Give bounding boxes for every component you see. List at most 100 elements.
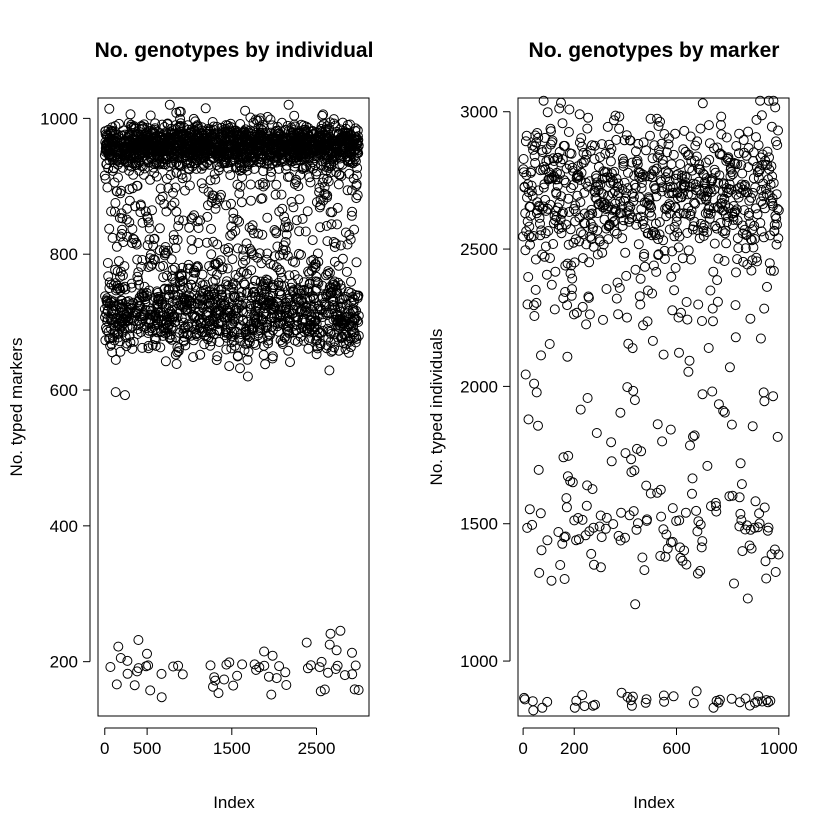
data-point [202, 211, 213, 222]
data-point [757, 696, 768, 707]
data-point [159, 122, 170, 132]
data-point [569, 309, 579, 320]
data-point [667, 536, 678, 547]
data-point [260, 179, 271, 190]
data-point [570, 234, 581, 245]
data-point [209, 329, 220, 340]
data-point [558, 293, 569, 304]
data-point [234, 216, 245, 227]
data-point [119, 261, 130, 272]
data-point [762, 160, 773, 170]
data-point [317, 110, 328, 121]
data-point [625, 202, 636, 213]
data-point [747, 421, 758, 432]
data-point [178, 275, 189, 286]
data-point [584, 257, 595, 268]
data-point [336, 171, 347, 181]
data-point [271, 179, 282, 190]
data-point [133, 663, 144, 674]
data-point [731, 141, 742, 151]
data-point [183, 282, 194, 293]
data-point [696, 194, 707, 205]
data-point [569, 257, 580, 268]
data-point [226, 198, 236, 209]
data-point [280, 667, 291, 678]
data-point [154, 223, 165, 234]
data-point [719, 256, 730, 266]
data-point [293, 181, 304, 192]
data-point [333, 179, 344, 190]
data-point [645, 130, 655, 141]
data-point [618, 161, 629, 172]
data-point [768, 178, 779, 188]
data-point [167, 264, 178, 275]
y-tick-label: 1500 [460, 515, 498, 534]
data-point [312, 248, 323, 259]
data-point [642, 514, 652, 525]
data-point [135, 207, 146, 218]
data-point [528, 300, 539, 311]
data-point [543, 226, 554, 236]
data-point [103, 271, 114, 282]
data-point [652, 419, 663, 430]
data-point [631, 156, 642, 167]
data-point [281, 229, 292, 240]
data-point [179, 282, 189, 293]
data-point [144, 223, 155, 234]
data-point [173, 660, 184, 671]
data-point [689, 430, 700, 441]
data-point [714, 203, 725, 214]
data-point [242, 371, 253, 382]
data-point [176, 169, 187, 180]
data-point [148, 240, 159, 251]
data-point [266, 689, 277, 700]
data-point [347, 647, 357, 658]
data-point [569, 702, 580, 713]
x-tick-label: 200 [560, 739, 588, 758]
data-point [142, 240, 153, 251]
data-point [627, 343, 638, 354]
data-point [771, 189, 782, 200]
data-point [663, 139, 674, 150]
data-point [611, 293, 622, 304]
data-point [669, 285, 680, 296]
data-point [613, 309, 624, 320]
data-point [619, 135, 630, 146]
data-point [649, 166, 660, 177]
y-tick-label: 3000 [460, 103, 498, 122]
data-point [667, 305, 678, 316]
data-point [635, 299, 646, 310]
data-point [276, 189, 287, 200]
data-point [319, 684, 330, 695]
data-point [281, 680, 292, 690]
data-point [540, 164, 551, 175]
data-point [351, 170, 362, 181]
data-point [165, 170, 176, 181]
data-point [345, 234, 356, 245]
data-point [195, 349, 206, 360]
data-point [133, 267, 144, 278]
data-point [323, 176, 334, 187]
data-point [557, 154, 568, 165]
data-point [746, 543, 757, 554]
data-point [187, 244, 198, 255]
data-point [674, 208, 685, 219]
data-point [333, 277, 344, 288]
data-point [192, 261, 203, 272]
data-point [733, 192, 744, 203]
y-tick-label: 1000 [40, 109, 78, 128]
data-point [311, 318, 322, 329]
data-point [239, 126, 250, 137]
data-point [309, 301, 320, 312]
data-point [657, 154, 668, 165]
data-point [117, 228, 127, 239]
data-point [694, 159, 705, 170]
data-point [303, 343, 314, 354]
data-point [111, 241, 122, 252]
data-point [590, 187, 601, 198]
data-point [691, 505, 702, 516]
data-point [614, 283, 625, 293]
data-point [581, 500, 592, 511]
data-point [705, 285, 716, 296]
data-point [598, 189, 609, 200]
